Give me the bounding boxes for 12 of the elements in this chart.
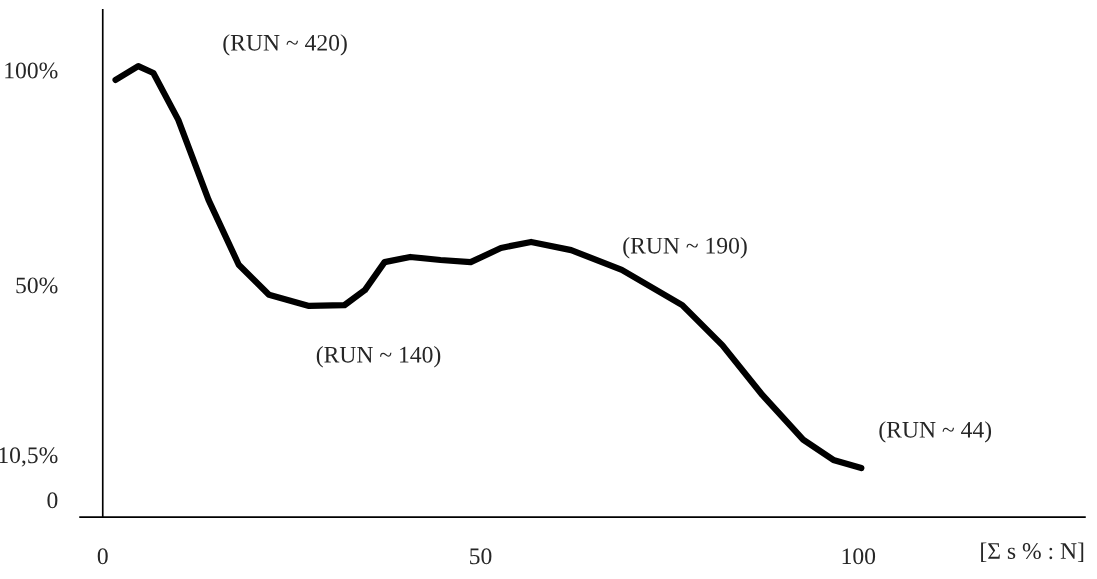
- y-tick-label: 0: [47, 492, 58, 509]
- annotation: (RUN ~ 420): [223, 34, 347, 56]
- y-tick-label: 100%: [5, 62, 58, 79]
- annotation: (RUN ~ 190): [623, 237, 747, 259]
- x-tick-label: 50: [470, 548, 492, 565]
- y-tick-label: 50%: [16, 277, 58, 294]
- x-tick-label: 0: [97, 548, 108, 565]
- y-tick-label: 10,5%: [0, 447, 58, 467]
- annotation: (RUN ~ 140): [316, 346, 441, 368]
- annotation: (RUN ~ 44): [879, 421, 992, 443]
- x-axis-title: [Σ s % : N]: [981, 542, 1084, 562]
- x-tick-label: 100: [842, 548, 876, 565]
